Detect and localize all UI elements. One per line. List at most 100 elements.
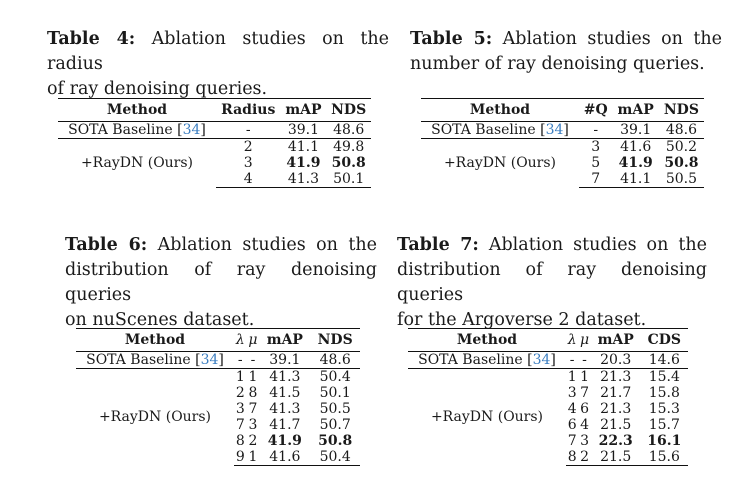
ours-method-name: +RayDN (Ours) <box>58 138 216 188</box>
table4-col-nds: NDS <box>331 102 367 118</box>
table6-col-lambda: λ <box>235 332 245 348</box>
table-cell: 48.6 <box>658 121 704 139</box>
table-cell: 39.1 <box>612 121 659 139</box>
table-cell: 8 <box>566 449 579 466</box>
table7-caption: Table 7: Ablation studies on the distrib… <box>397 233 707 333</box>
table7-col-method: Method <box>456 332 518 348</box>
table-cell-best: 41.9 <box>286 155 321 171</box>
table-cell: 15.3 <box>648 401 680 417</box>
table-cell: - <box>578 351 591 369</box>
ours-method-name: +RayDN (Ours) <box>76 368 234 466</box>
table4-header-row: Method Radius mAP NDS <box>58 98 371 122</box>
table-cell: 2 <box>248 433 258 449</box>
citation-link[interactable]: 34 <box>182 122 201 138</box>
table6-col-nds: NDS <box>317 332 353 348</box>
table-cell: 21.3 <box>590 368 641 385</box>
table-cell: 14.6 <box>640 351 688 369</box>
table-cell: 41.6 <box>612 138 659 155</box>
table-row: 9 1 41.6 50.4 <box>76 449 360 466</box>
citation-link[interactable]: 34 <box>200 352 219 368</box>
ours-method-name: +RayDN (Ours) <box>421 138 579 188</box>
table5-col-method: Method <box>469 102 531 118</box>
table7: Method λ μ mAP CDS SOTA Baseline [34] - … <box>408 328 688 466</box>
table-cell: 6 <box>567 417 577 433</box>
baseline-name: SOTA Baseline [34] <box>421 121 579 139</box>
table-cell: 4 <box>567 401 577 417</box>
table-cell: 8 <box>235 433 245 449</box>
table4-caption: Table 4: Ablation studies on the radius … <box>47 27 389 102</box>
table-cell-best: 41.9 <box>267 433 302 449</box>
table-cell: 3 <box>579 138 613 155</box>
table-cell: 50.2 <box>658 138 704 155</box>
table5-caption-line2: number of ray denoising queries. <box>410 54 705 74</box>
table-cell: 41.3 <box>280 171 327 188</box>
table-cell: 1 <box>578 368 591 385</box>
table-row: 3 7 41.3 50.5 <box>76 401 360 417</box>
table-cell-best: 50.8 <box>331 155 366 171</box>
table-cell: 1 <box>566 368 579 385</box>
table-cell: 1 <box>234 368 247 385</box>
table6-caption-line2: distribution of ray denoising queries <box>65 260 377 305</box>
table-cell: 3 <box>235 401 245 417</box>
table5-caption-line1: Ablation studies on the <box>492 29 722 49</box>
table6-caption-line1: Ablation studies on the <box>147 235 377 255</box>
table5-col-nds: NDS <box>663 102 699 118</box>
table-cell-best: 16.1 <box>647 433 682 449</box>
table-cell: 15.6 <box>640 449 688 466</box>
table5-col-q: #Q <box>583 102 608 118</box>
table7-col-map: mAP <box>597 332 634 348</box>
table7-caption-line2: distribution of ray denoising queries <box>397 260 707 305</box>
table-row: 7 3 22.3 16.1 <box>408 433 688 449</box>
table-row: +RayDN (Ours) 3 41.6 50.2 <box>421 138 704 188</box>
table6-col-method: Method <box>124 332 186 348</box>
table-cell: 50.4 <box>310 368 360 385</box>
table-row: 7 3 41.7 50.7 <box>76 417 360 433</box>
table-cell-best: 41.9 <box>618 155 653 171</box>
table-cell: 7 <box>248 401 258 417</box>
table-cell: 21.7 <box>600 385 632 401</box>
table4-caption-line2: of ray denoising queries. <box>47 79 268 99</box>
table-cell: 39.1 <box>280 121 327 139</box>
table-cell: - <box>234 351 247 369</box>
table-cell: 5 <box>591 155 601 171</box>
table4-col-radius: Radius <box>221 102 276 118</box>
table-cell: 50.1 <box>319 385 351 401</box>
table5-caption: Table 5: Ablation studies on the number … <box>410 27 722 77</box>
table6-baseline-row: SOTA Baseline [34] - - 39.1 48.6 <box>76 351 360 369</box>
table-cell: 41.1 <box>280 138 327 155</box>
citation-link[interactable]: 34 <box>532 352 551 368</box>
table-cell: 50.1 <box>326 171 371 188</box>
table-row: 3 41.9 50.8 <box>58 155 371 171</box>
table-cell: 3 <box>248 417 258 433</box>
table-cell: 7 <box>567 433 577 449</box>
table-row: 3 7 21.7 15.8 <box>408 385 688 401</box>
table-cell: 48.6 <box>326 121 371 139</box>
table-cell: 3 <box>243 155 253 171</box>
baseline-name: SOTA Baseline [34] <box>58 121 216 139</box>
table-cell: 48.6 <box>310 351 360 369</box>
table-cell: 49.8 <box>326 138 371 155</box>
table-cell: - <box>216 121 281 139</box>
table-cell: 7 <box>235 417 245 433</box>
table-cell: 1 <box>246 449 260 466</box>
table-row: 6 4 21.5 15.7 <box>408 417 688 433</box>
table6: Method λ μ mAP NDS SOTA Baseline [34] - … <box>76 328 360 466</box>
table-cell-best: 22.3 <box>598 433 633 449</box>
table4-col-map: mAP <box>285 102 322 118</box>
citation-link[interactable]: 34 <box>545 122 564 138</box>
table-cell-best: 50.8 <box>318 433 353 449</box>
table-cell: 41.5 <box>269 385 301 401</box>
table-row: 8 2 21.5 15.6 <box>408 449 688 466</box>
table-cell: - <box>246 351 260 369</box>
table6-col-map: mAP <box>266 332 303 348</box>
table-cell: 7 <box>579 171 613 188</box>
table7-label: Table 7: <box>397 235 479 255</box>
table-cell: 15.7 <box>648 417 680 433</box>
table-cell: 41.3 <box>259 368 311 385</box>
table-cell: 15.4 <box>640 368 688 385</box>
table-cell: 41.1 <box>612 171 659 188</box>
table-row: 4 6 21.3 15.3 <box>408 401 688 417</box>
table-cell: 2 <box>216 138 281 155</box>
table4-label: Table 4: <box>47 29 136 49</box>
table-row: 8 2 41.9 50.8 <box>76 433 360 449</box>
